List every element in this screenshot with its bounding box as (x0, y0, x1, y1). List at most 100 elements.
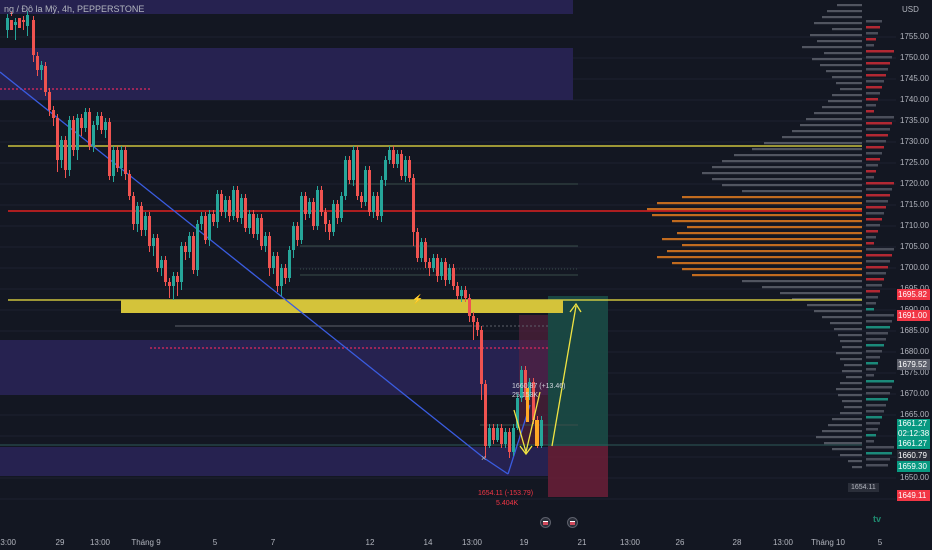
volume-profile-bar (844, 364, 862, 367)
economic-event-icon[interactable] (540, 517, 551, 528)
time-axis[interactable]: 13:00 29 13:00 Tháng 9 5 7 12 14 13:00 19 21 13:00 2… (0, 530, 896, 550)
volume-profile-bar (866, 98, 878, 101)
volume-profile-bar (827, 10, 862, 13)
candle-body (436, 258, 439, 276)
volume-profile-bar (866, 440, 874, 443)
volume-profile-bar (830, 322, 862, 325)
volume-profile-bar (762, 286, 862, 289)
supply-zone (0, 48, 573, 100)
candle-body (400, 154, 403, 176)
time-tick-label: 13:00 (772, 538, 794, 547)
candle-body (160, 260, 163, 268)
candle-body (72, 120, 75, 150)
volume-profile-bar (840, 454, 862, 457)
volume-profile-bar (866, 86, 882, 89)
volume-profile-bar (687, 226, 862, 229)
candle-body (376, 196, 379, 216)
low-price-label: 1654.11 (-153.79) (478, 490, 534, 497)
volume-profile-bar (742, 190, 862, 193)
volume-profile-bar (832, 76, 862, 79)
candle-body (356, 150, 359, 196)
volume-profile-bar (814, 310, 862, 313)
currency-label: USD (902, 5, 919, 14)
volume-profile-bar (866, 404, 886, 407)
candle-body (316, 190, 319, 226)
volume-profile-bar (866, 458, 890, 461)
volume-profile-bar (866, 182, 894, 185)
countdown-timer: 02:12:38 (897, 429, 930, 439)
volume-profile-bar (866, 20, 882, 23)
price-tick-label: 1745.00 (900, 74, 929, 83)
candle-body (364, 170, 367, 202)
time-tick-label: 13:00 (0, 538, 17, 547)
volume-profile-bar (662, 238, 862, 241)
chart-canvas[interactable]: ×⚡ (0, 0, 896, 530)
candle-body (520, 370, 523, 398)
candle-body (540, 420, 543, 446)
volume-profile-bar (866, 140, 886, 143)
volume-profile-bar (647, 208, 862, 211)
volume-profile-bar (817, 40, 862, 43)
volume-profile-bar (866, 392, 890, 395)
trend-line (483, 457, 509, 475)
volume-profile-bar (820, 64, 862, 67)
volume-profile-bar (800, 124, 862, 127)
time-tick-label: 12 (365, 538, 375, 547)
time-tick-label: 29 (55, 538, 65, 547)
time-tick-label: 13:00 (619, 538, 641, 547)
volume-profile-bar (842, 370, 862, 373)
volume-profile-bar (828, 424, 862, 427)
volume-profile-bar (866, 74, 886, 77)
time-tick-label: 21 (577, 538, 587, 547)
arrow-head (569, 302, 582, 313)
volume-profile-bar (672, 262, 862, 265)
volume-profile-bar (840, 382, 862, 385)
candle-body (292, 226, 295, 250)
volume-profile-bar (866, 152, 882, 155)
volume-profile-bar (822, 16, 862, 19)
volume-profile-bar (682, 268, 862, 271)
candle-body (10, 20, 13, 30)
candle-body (300, 196, 303, 240)
price-badge: 1691.00 (897, 310, 930, 321)
volume-profile-bar (840, 358, 862, 361)
volume-profile-bar (866, 272, 886, 275)
candle-body (504, 432, 507, 444)
candle-body (108, 122, 111, 176)
candle-body (22, 20, 25, 22)
volume-profile-bar (840, 412, 862, 415)
candle-body (152, 238, 155, 246)
candle-body (100, 116, 103, 130)
chart-title: ng / Đô la Mỹ, 4h, PEPPERSTONE (4, 4, 145, 14)
candle-body (88, 112, 91, 146)
volume-profile-bar (866, 326, 890, 329)
candle-body (280, 268, 283, 286)
crosshair-marker: × (481, 453, 486, 463)
volume-profile-bar (866, 170, 876, 173)
volume-profile-bar (652, 214, 862, 217)
price-badge: 1695.82 (897, 289, 930, 300)
lightning-icon: ⚡ (412, 293, 423, 305)
price-tick-label: 1670.00 (900, 389, 929, 398)
volume-profile-bar (866, 446, 894, 449)
volume-profile-bar (866, 164, 878, 167)
measure-price-label: 1660.87 (+13.46) (512, 383, 566, 390)
candle-body (228, 200, 231, 216)
volume-profile-bar (722, 160, 862, 163)
volume-profile-bar (866, 92, 880, 95)
candle-body (272, 256, 275, 268)
time-tick-label: 13:00 (461, 538, 483, 547)
candle-body (148, 216, 151, 246)
volume-profile-bar (866, 224, 880, 227)
price-axis[interactable]: USD 1755.00 1750.00 1745.00 1740.00 1735.00 1… (896, 0, 932, 550)
candle-body (424, 242, 427, 262)
price-tick-label: 1730.00 (900, 137, 929, 146)
volume-profile-bar (866, 242, 874, 245)
volume-profile-bar (866, 38, 876, 41)
volume-profile-bar (792, 130, 862, 133)
economic-event-icon[interactable] (567, 517, 578, 528)
volume-profile-bar (838, 334, 862, 337)
candle-body (248, 214, 251, 228)
candle-body (18, 18, 21, 28)
volume-profile-bar (814, 22, 862, 25)
